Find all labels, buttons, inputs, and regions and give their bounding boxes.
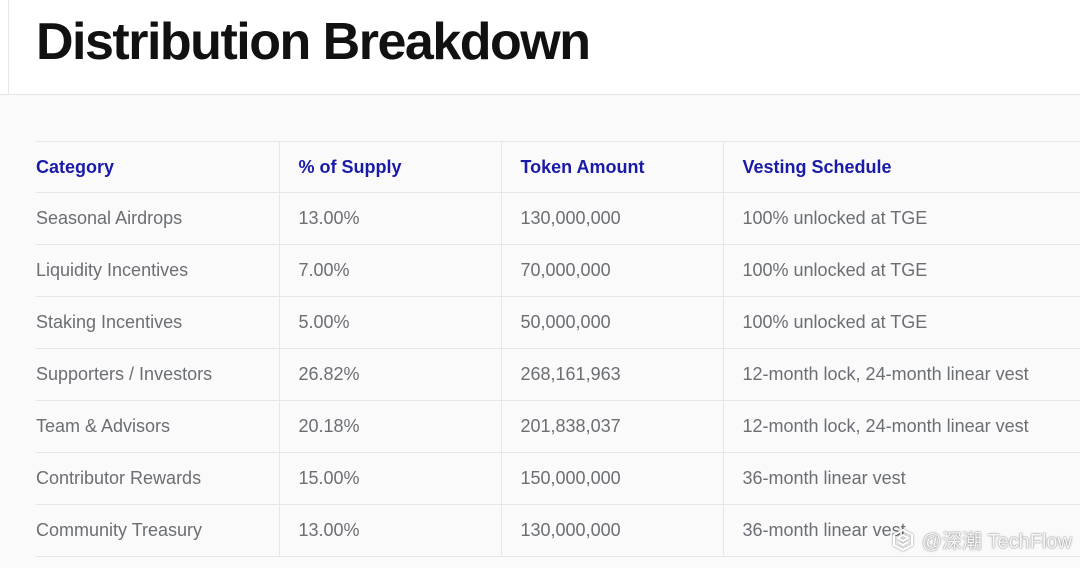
vesting-schedule-cell: 100% unlocked at TGE — [722, 244, 1080, 297]
vesting-schedule-cell: 100% unlocked at TGE — [722, 296, 1080, 349]
table-row: Seasonal Airdrops 13.00% 130,000,000 100… — [36, 192, 1080, 245]
supply-percent-cell: 7.00% — [278, 244, 501, 297]
category-cell: Team & Advisors — [36, 400, 279, 453]
table-row: Contributor Rewards 15.00% 150,000,000 3… — [36, 452, 1080, 505]
category-cell: Seasonal Airdrops — [36, 192, 279, 245]
table-row: Supporters / Investors 26.82% 268,161,96… — [36, 348, 1080, 401]
vesting-schedule-cell: 36-month linear vest — [722, 452, 1080, 505]
supply-percent-cell: 13.00% — [278, 192, 501, 245]
table-row: Team & Advisors 20.18% 201,838,037 12-mo… — [36, 400, 1080, 453]
token-amount-cell: 130,000,000 — [500, 504, 723, 557]
token-amount-cell: 201,838,037 — [500, 400, 723, 453]
title-area — [0, 0, 1080, 94]
vesting-schedule-cell: 12-month lock, 24-month linear vest — [722, 400, 1080, 453]
table-row: Liquidity Incentives 7.00% 70,000,000 10… — [36, 244, 1080, 297]
title-divider — [0, 94, 1080, 95]
watermark-text: @深潮 TechFlow — [921, 531, 1072, 553]
column-header-vesting-schedule: Vesting Schedule — [722, 142, 1080, 193]
column-header-category: Category — [36, 142, 279, 193]
token-amount-cell: 130,000,000 — [500, 192, 723, 245]
page-title: Distribution Breakdown — [36, 13, 591, 71]
category-cell: Supporters / Investors — [36, 348, 279, 401]
vesting-schedule-cell: 12-month lock, 24-month linear vest — [722, 348, 1080, 401]
vesting-schedule-cell: 100% unlocked at TGE — [722, 192, 1080, 245]
supply-percent-cell: 26.82% — [278, 348, 501, 401]
token-amount-cell: 70,000,000 — [500, 244, 723, 297]
column-header-token-amount: Token Amount — [500, 142, 723, 193]
token-amount-cell: 268,161,963 — [500, 348, 723, 401]
category-cell: Liquidity Incentives — [36, 244, 279, 297]
supply-percent-cell: 13.00% — [278, 504, 501, 557]
category-cell: Community Treasury — [36, 504, 279, 557]
table-row: Staking Incentives 5.00% 50,000,000 100%… — [36, 296, 1080, 349]
distribution-table: Category % of Supply Token Amount Vestin… — [36, 142, 1080, 557]
category-cell: Contributor Rewards — [36, 452, 279, 505]
token-amount-cell: 50,000,000 — [500, 296, 723, 349]
table-header-row: Category % of Supply Token Amount Vestin… — [36, 142, 1080, 193]
category-cell: Staking Incentives — [36, 296, 279, 349]
techflow-logo-icon — [890, 527, 916, 553]
token-amount-cell: 150,000,000 — [500, 452, 723, 505]
table-top-border — [36, 141, 1080, 142]
watermark: @深潮 TechFlow — [890, 525, 1072, 554]
supply-percent-cell: 15.00% — [278, 452, 501, 505]
supply-percent-cell: 5.00% — [278, 296, 501, 349]
supply-percent-cell: 20.18% — [278, 400, 501, 453]
column-header-percent-supply: % of Supply — [278, 142, 501, 193]
left-divider — [8, 0, 9, 94]
